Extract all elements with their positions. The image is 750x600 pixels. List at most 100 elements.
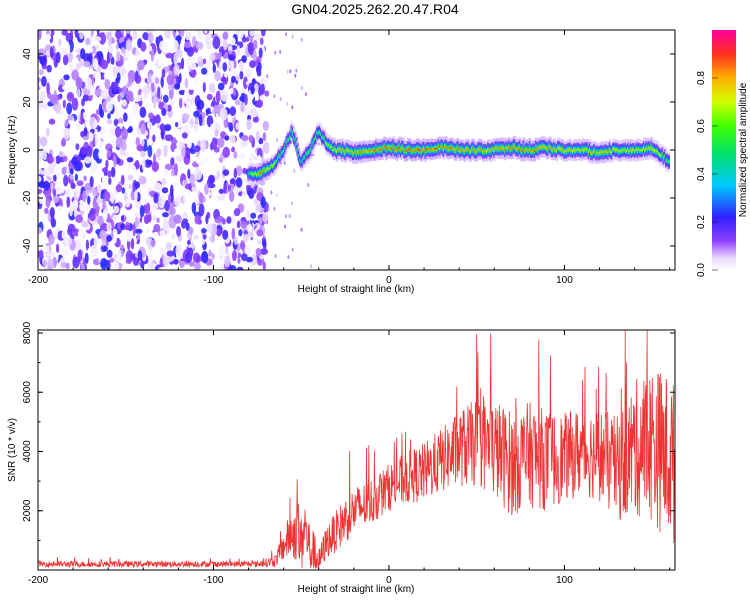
noise-blob (154, 127, 161, 136)
signal-cell (483, 150, 486, 152)
noise-blob (239, 70, 244, 80)
spectrogram-x-tick-label: -200 (28, 275, 48, 286)
signal-cell (401, 146, 404, 149)
noise-blob (96, 115, 100, 123)
signal-cell (462, 149, 465, 152)
noise-speck (276, 137, 279, 142)
signal-cell (351, 152, 355, 154)
noise-blob (103, 191, 111, 202)
noise-blob (202, 82, 206, 93)
noise-blob (69, 63, 74, 72)
noise-blob (193, 195, 201, 205)
spectrogram-y-tick-label: -40 (22, 238, 33, 253)
noise-blob (46, 155, 54, 164)
signal-cell (306, 152, 309, 155)
noise-blob (209, 83, 216, 93)
noise-blob (250, 212, 257, 219)
signal-cell (358, 151, 361, 153)
noise-blob (111, 261, 120, 270)
noise-blob (44, 50, 52, 56)
signal-cell (596, 151, 599, 154)
noise-blob (235, 177, 243, 188)
noise-blob (55, 51, 61, 64)
noise-blob (187, 123, 192, 131)
signal-cell (604, 150, 608, 153)
noise-blob (210, 234, 216, 243)
noise-blob (236, 45, 241, 56)
noise-speck (310, 264, 313, 269)
noise-blob (218, 243, 226, 256)
noise-speck (274, 50, 277, 55)
noise-blob (183, 90, 188, 103)
signal-cell (471, 148, 474, 151)
noise-blob (148, 112, 154, 119)
signal-cell (254, 172, 258, 175)
noise-blob (236, 266, 244, 270)
signal-cell (272, 164, 275, 168)
noise-blob (236, 220, 241, 229)
noise-blob (222, 169, 230, 176)
colorbar-label: Normalized spectral amplitude (738, 82, 749, 217)
signal-cell (451, 146, 454, 150)
noise-blob (173, 64, 180, 76)
noise-blob (109, 257, 115, 263)
noise-blob (38, 188, 43, 194)
noise-blob (196, 41, 204, 50)
noise-blob (38, 30, 42, 40)
noise-speck (291, 105, 294, 110)
noise-blob (71, 69, 79, 81)
noise-blob (166, 250, 175, 257)
spectrogram-y-axis-label: Frequency (Hz) (7, 116, 18, 185)
noise-blob (100, 89, 109, 100)
noise-blob (120, 47, 126, 55)
noise-blob (169, 99, 174, 106)
noise-blob (158, 266, 167, 270)
signal-cell (635, 148, 638, 151)
noise-blob (111, 139, 117, 145)
noise-blob (106, 249, 113, 258)
noise-blob (75, 62, 80, 71)
signal-cell (424, 150, 427, 153)
noise-blob (137, 250, 143, 261)
signal-cell (464, 149, 468, 152)
noise-blob (235, 75, 240, 81)
noise-blob (152, 214, 157, 221)
noise-blob (182, 113, 190, 120)
signal-cell (480, 148, 484, 151)
noise-blob (106, 63, 115, 72)
noise-speck (285, 32, 288, 37)
noise-blob (51, 94, 59, 105)
noise-blob (128, 125, 133, 133)
noise-blob (185, 147, 191, 159)
signal-cell (510, 147, 513, 151)
noise-blob (240, 174, 248, 187)
noise-blob (68, 237, 73, 245)
noise-blob (48, 118, 56, 125)
noise-blob (240, 220, 247, 229)
noise-blob (201, 67, 208, 75)
noise-blob (121, 187, 126, 194)
noise-blob (146, 214, 152, 223)
noise-blob (184, 41, 192, 48)
noise-blob (139, 106, 147, 118)
noise-blob (90, 30, 94, 37)
noise-blob (170, 157, 175, 166)
noise-blob (38, 227, 42, 234)
noise-blob (165, 52, 174, 59)
noise-blob (40, 53, 47, 66)
noise-blob (96, 198, 104, 204)
noise-speck (291, 34, 294, 39)
noise-blob (150, 239, 156, 247)
noise-blob (98, 32, 106, 45)
noise-blob (42, 149, 47, 161)
noise-blob (148, 73, 153, 83)
noise-blob (103, 73, 108, 79)
noise-blob (63, 127, 70, 140)
noise-blob (175, 49, 183, 58)
noise-blob (263, 141, 270, 154)
noise-blob (147, 32, 154, 44)
noise-blob (38, 48, 46, 57)
noise-blob (240, 102, 245, 113)
noise-blob (231, 212, 236, 225)
noise-blob (64, 119, 69, 127)
